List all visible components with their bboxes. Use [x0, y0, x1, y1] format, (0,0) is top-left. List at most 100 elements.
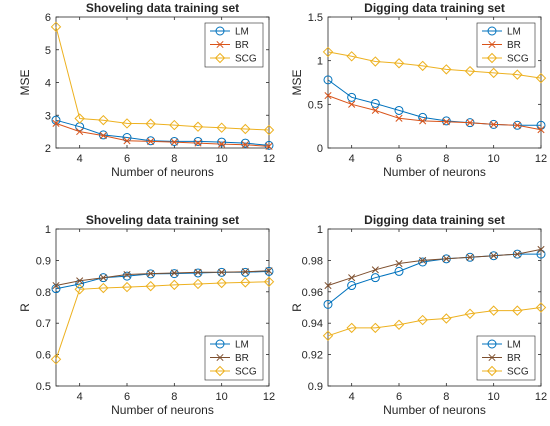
chart-3-xlabel: Number of neurons: [111, 403, 214, 417]
chart-2-series-lm-point-0: [323, 75, 333, 85]
chart-4-series-scg-point-1: [346, 322, 357, 334]
chart-4-series-lm-point-1: [347, 281, 357, 291]
chart-4-series-scg-point-7: [488, 305, 499, 316]
chart-1-series-br-point-1: [76, 128, 84, 136]
chart-3-series-br-point-9-stroke-b: [265, 267, 273, 275]
chart-3-title: Shoveling data training set: [86, 213, 239, 227]
chart-1-series-br-point-2: [99, 132, 107, 140]
chart-4-series-lm-point-3: [394, 266, 404, 276]
chart-2-ylabel: MSE: [290, 69, 304, 95]
chart-3-series-scg-point-8: [240, 277, 251, 288]
chart-4-series-br-point-6: [466, 253, 474, 261]
chart-1-xtick-label-1: 6: [124, 153, 130, 165]
chart-2-ytick-label-1: 0.5: [308, 99, 323, 111]
chart-1-xlabel: Number of neurons: [111, 165, 214, 179]
chart-3-ytick-label-1: 0.6: [36, 350, 51, 362]
chart-2: 4 6 8 10 12 0 0.5 1 1.5 Digging data training set…: [290, 1, 547, 179]
chart-3-legend-entry-br-label: BR: [235, 353, 249, 364]
chart-1-series-br-point-8-stroke-b: [241, 141, 249, 149]
chart-2-xtick-label-2: 8: [443, 153, 449, 165]
chart-3-series-br-point-3: [123, 270, 131, 279]
chart-4-xlabel: Number of neurons: [383, 403, 486, 417]
chart-4: 4 6 8 10 12 0.9 0.92 0.94 0.96 0.98 1 Digging data …: [290, 213, 547, 417]
chart-4-series-br-point-6-stroke-b: [466, 253, 474, 261]
chart-3-legend-entry-lm: LM: [210, 339, 249, 351]
chart-2-series-br-point-9-stroke-b: [537, 126, 545, 134]
chart-4-legend-entry-scg-marker: [486, 365, 498, 377]
chart-1-series-scg-point-1: [74, 113, 85, 124]
chart-1-ytick-label-2: 4: [45, 78, 51, 90]
chart-3-series-br-point-8-stroke-b: [241, 268, 249, 276]
chart-4-legend-entry-lm-label: LM: [507, 340, 521, 351]
chart-4-series-br-point-4-stroke-b: [419, 256, 427, 264]
chart-4-xtick-label-1: 6: [396, 391, 402, 403]
chart-4-series-br-point-3: [395, 259, 403, 268]
chart-3-legend-entry-scg-label: SCG: [235, 367, 257, 378]
chart-3-legend-entry-br-marker: [216, 353, 224, 362]
chart-1-legend-entry-scg-label: SCG: [235, 54, 257, 65]
chart-3-series-br-point-4: [147, 270, 155, 278]
chart-2-ytick-label-3: 1.5: [308, 12, 323, 24]
chart-4-series-br-point-2: [371, 266, 379, 274]
chart-3-series-br-point-7-stroke-b: [218, 268, 226, 276]
chart-1-series-br-point-5: [170, 138, 178, 146]
chart-1-xtick-label-2: 8: [171, 153, 177, 165]
chart-1-series-br-point-1-stroke-b: [76, 128, 84, 136]
chart-2-series-br-point-1: [348, 100, 356, 108]
chart-3-series-br-point-5: [170, 269, 178, 277]
chart-4-legend-entry-br: BR: [482, 353, 521, 364]
chart-1-series-br-point-3-stroke-b: [123, 137, 131, 145]
chart-1-series-scg-point-9: [263, 124, 275, 136]
chart-1-series-lm-point-9: [264, 140, 274, 150]
chart-3-series-br-line: [55, 270, 270, 286]
chart-4-xtick-label-4: 12: [535, 391, 547, 403]
chart-4-legend-entry-br-label: BR: [507, 353, 521, 364]
chart-1-series-br-point-9: [265, 142, 273, 150]
chart-3-series-br-point-9: [265, 267, 273, 275]
chart-4-series-br-point-9-stroke-b: [537, 245, 545, 253]
chart-2-series-br-point-2: [371, 106, 379, 115]
chart-1-series-br-line: [55, 122, 270, 147]
chart-1-series-br: [52, 119, 273, 150]
chart-1-series-scg-point-2: [98, 114, 109, 126]
chart-1-series-scg-point-7: [216, 122, 227, 133]
chart-2-series-br-point-5: [442, 118, 450, 126]
chart-3-legend-entry-lm-marker: [215, 339, 225, 349]
chart-1-legend-entry-lm: LM: [210, 26, 249, 38]
chart-2-series-scg-line: [327, 51, 542, 79]
chart-2-series-br-point-6-stroke-b: [466, 119, 474, 127]
chart-4-series-scg-point-4: [417, 314, 428, 326]
chart-1: 4 6 8 10 12 2 3 4 5 6 Shoveling data training set N…: [18, 1, 275, 179]
chart-4-xtick-label-0: 4: [349, 391, 355, 403]
chart-3-series-lm-point-8: [240, 267, 250, 277]
chart-2-series-scg-point-9: [535, 72, 547, 84]
chart-1-series-br-point-6-stroke-b: [194, 139, 202, 147]
chart-4-series-scg-point-0: [322, 330, 334, 341]
chart-1-series-br-point-4: [147, 137, 155, 146]
chart-4-legend-entry-scg: SCG: [482, 365, 529, 378]
chart-2-series-scg-point-6: [464, 65, 476, 77]
chart-4-legend-entry-lm: LM: [482, 339, 521, 351]
chart-2-series-scg-point-3: [393, 58, 405, 69]
chart-3-series-scg-point-9: [263, 276, 275, 287]
chart-2-title: Digging data training set: [364, 1, 505, 15]
chart-3-series-lm-point-6: [193, 268, 203, 278]
chart-3-series-br: [52, 267, 273, 290]
chart-2-legend-entry-lm-label: LM: [507, 27, 521, 38]
chart-2-xtick-label-4: 12: [535, 153, 547, 165]
chart-4-series-scg-point-6: [464, 308, 476, 319]
chart-4-series-br-point-9: [537, 245, 545, 253]
chart-2-series-br: [324, 92, 545, 134]
chart-1-series-lm-point-5: [169, 136, 179, 146]
chart-1-series-br-point-2-stroke-b: [99, 132, 107, 140]
chart-4-series-br-point-1-stroke-b: [348, 274, 356, 282]
chart-3-series-br-point-0: [52, 281, 60, 290]
chart-4-series-br-line: [327, 248, 542, 286]
chart-4-title: Digging data training set: [364, 213, 505, 227]
chart-4-series-scg-point-3: [393, 319, 405, 330]
chart-1-series-br-point-4-stroke-b: [147, 137, 155, 146]
chart-3-series-br-point-2-stroke-b: [99, 274, 107, 282]
chart-2-series-lm-point-2: [370, 98, 380, 108]
chart-4-series-scg-point-9: [535, 302, 547, 313]
